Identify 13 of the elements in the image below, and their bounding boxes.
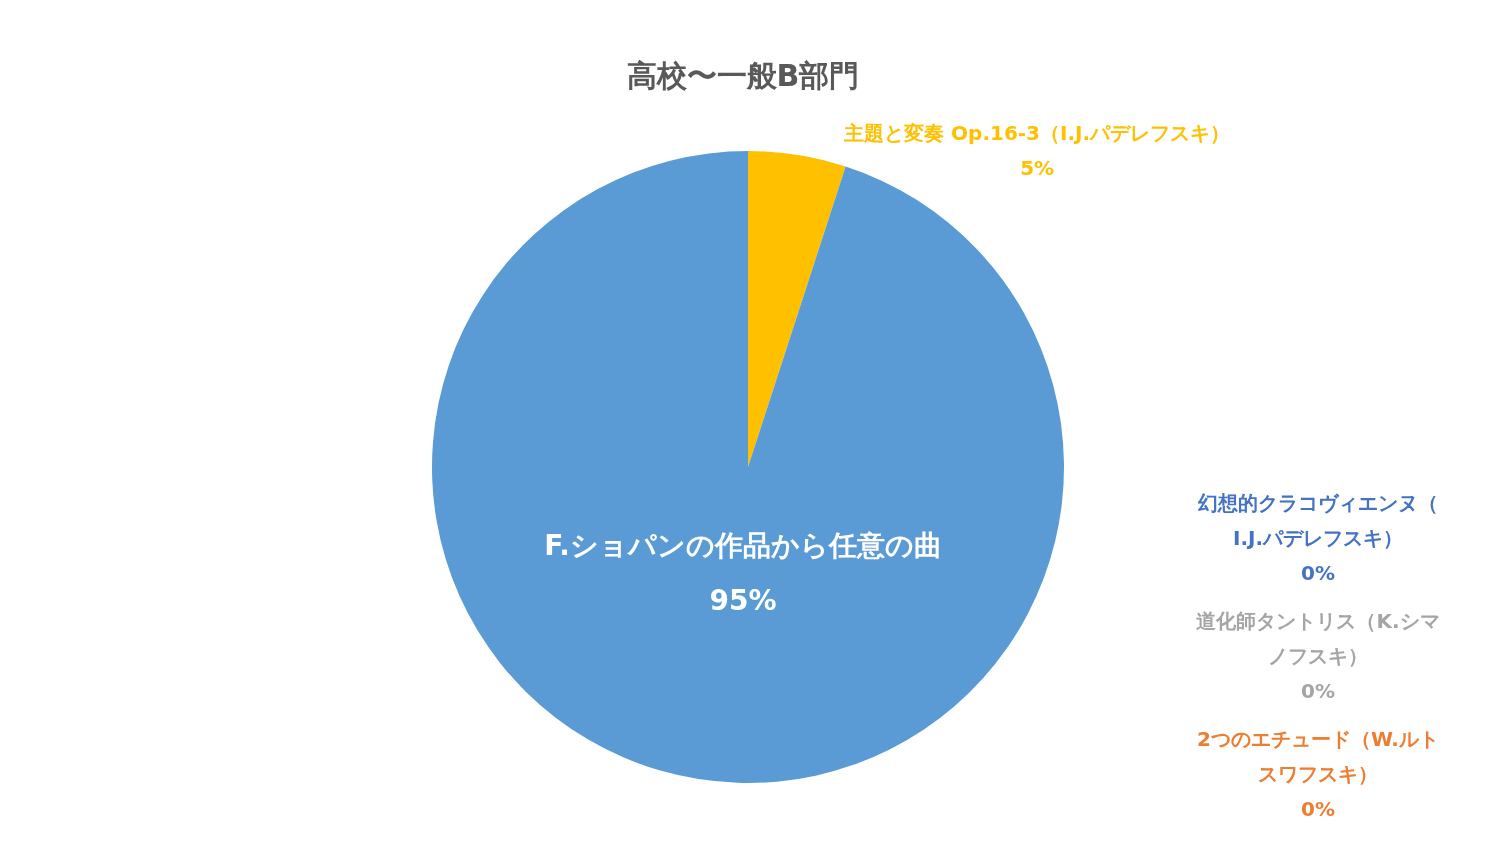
text: 0% bbox=[1301, 679, 1335, 703]
chart-title: 高校〜一般B部門 bbox=[625, 57, 861, 95]
category-label: 幻想的クラコヴィエンヌ（I.J.パデレフスキ） bbox=[1198, 491, 1438, 550]
text: 0% bbox=[1301, 561, 1335, 585]
slice-label: F.ショパンの作品から任意の曲 bbox=[544, 528, 942, 561]
text: 0% bbox=[1301, 797, 1335, 821]
data-label: 5% bbox=[1020, 155, 1055, 180]
data-label: 95% bbox=[709, 583, 777, 616]
category-label: 2つのエチュード（W.ルトスワフスキ） bbox=[1197, 727, 1439, 786]
pie-slice bbox=[432, 151, 1064, 783]
category-label: 道化師タントリス（K.シマノフスキ） bbox=[1196, 609, 1440, 668]
pie-slice bbox=[748, 151, 846, 467]
slice-label: 主題と変奏 Op.16-3（I.J.パデレフスキ） bbox=[843, 120, 1231, 145]
